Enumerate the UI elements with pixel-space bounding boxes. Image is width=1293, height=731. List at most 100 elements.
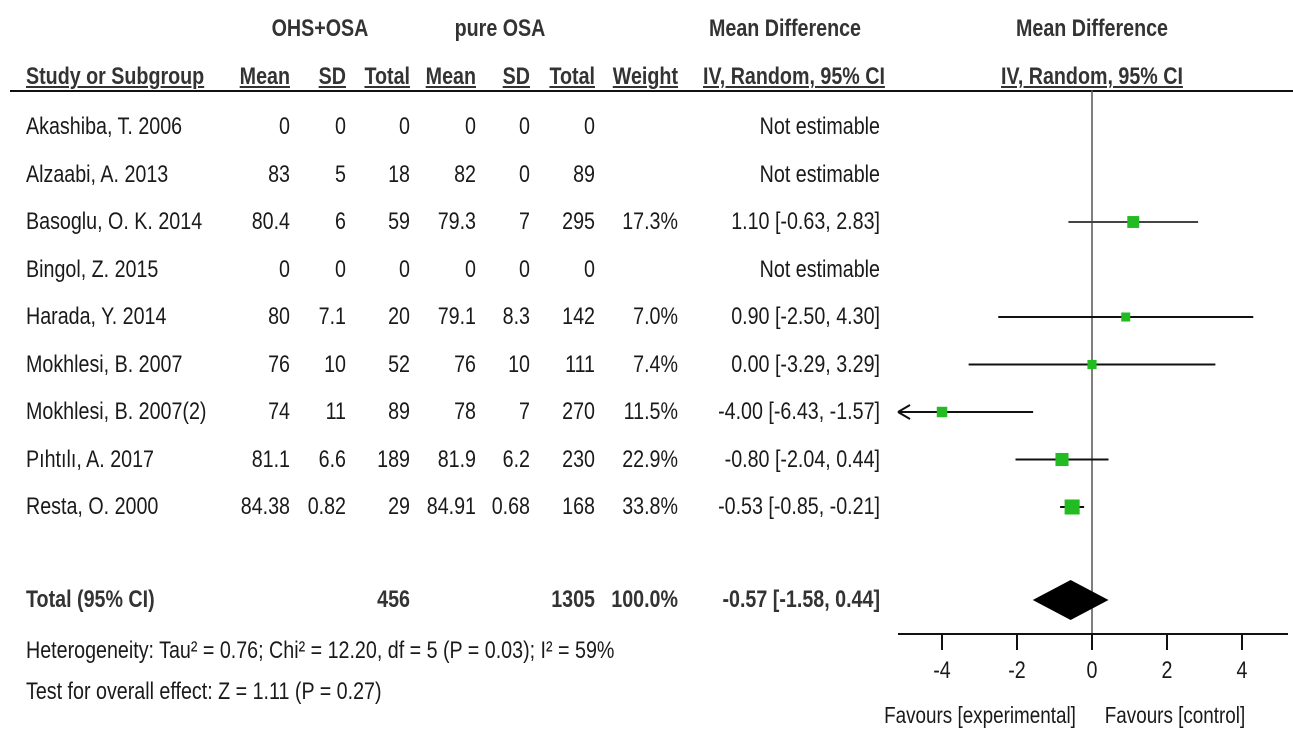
cell-total-c: 0: [584, 113, 595, 140]
col-mean-c-header: Mean: [425, 63, 476, 90]
cell-sd-e: 6.6: [318, 445, 346, 473]
group-experimental-header: OHS+OSA: [271, 15, 369, 42]
study-square: [1121, 312, 1131, 322]
study-name: Mokhlesi, B. 2007: [26, 350, 183, 378]
cell-total-e: 59: [388, 208, 410, 235]
study-square: [1127, 216, 1140, 228]
cell-total-c: 89: [573, 160, 595, 188]
cell-weight: 7.4%: [633, 350, 678, 378]
cell-mean-c: 79.3: [437, 208, 476, 235]
study-square: [1064, 499, 1080, 515]
cell-mean-c: 0: [465, 113, 476, 140]
overall-effect-text: Test for overall effect: Z = 1.11 (P = 0…: [26, 678, 382, 705]
total-row-label: Total (95% CI): [26, 586, 155, 613]
col-weight-header: Weight: [612, 63, 678, 90]
study-square: [936, 406, 948, 418]
cell-mean-c: 81.9: [437, 445, 476, 473]
cell-sd-c: 7: [519, 398, 530, 425]
col-study-header: Study or Subgroup: [26, 63, 205, 90]
cell-sd-c: 0: [519, 255, 530, 283]
study-name: Akashiba, T. 2006: [26, 113, 183, 140]
favours-experimental-label: Favours [experimental]: [884, 702, 1076, 728]
cell-total-e: 29: [388, 493, 410, 520]
cell-mean-c: 78: [454, 398, 476, 425]
total-row-total-e: 456: [377, 586, 410, 613]
cell-total-e: 52: [388, 350, 410, 378]
header-rule: [10, 90, 1293, 92]
x-tick-label: -4: [933, 656, 951, 683]
col-mean-e-header: Mean: [239, 63, 290, 90]
cell-total-c: 0: [584, 255, 595, 283]
cell-total-c: 111: [565, 350, 595, 378]
cell-sd-c: 6.2: [502, 445, 530, 473]
col-total-c-header: Total: [549, 63, 595, 90]
cell-mean-e: 81.1: [251, 445, 290, 473]
cell-sd-e: 10: [324, 350, 346, 378]
cell-total-c: 168: [562, 493, 595, 520]
cell-ci: 0.00 [-3.29, 3.29]: [731, 350, 880, 378]
cell-weight: 17.3%: [622, 208, 678, 235]
study-square: [1055, 452, 1069, 467]
cell-mean-e: 0: [279, 255, 290, 283]
study-name: Mokhlesi, B. 2007(2): [26, 398, 207, 425]
cell-ci: Not estimable: [759, 160, 880, 188]
x-tick-label: 0: [1087, 656, 1098, 683]
cell-sd-c: 0: [519, 160, 530, 188]
cell-weight: 11.5%: [623, 398, 678, 425]
x-tick-label: -2: [1008, 656, 1026, 683]
cell-total-e: 0: [399, 255, 410, 283]
col-ci-header: IV, Random, 95% CI: [703, 63, 885, 90]
cell-mean-e: 0: [279, 113, 290, 140]
cell-ci: 0.90 [-2.50, 4.30]: [731, 303, 880, 330]
cell-ci: -4.00 [-6.43, -1.57]: [718, 398, 880, 425]
cell-sd-c: 8.3: [502, 303, 530, 330]
study-name: Resta, O. 2000: [26, 493, 159, 520]
cell-sd-c: 0.68: [491, 493, 530, 520]
study-name: Basoglu, O. K. 2014: [26, 208, 203, 235]
cell-sd-e: 0: [335, 113, 346, 140]
group-control-header: pure OSA: [454, 15, 546, 42]
cell-sd-e: 0.82: [307, 493, 346, 520]
favours-control-label: Favours [control]: [1104, 702, 1246, 728]
cell-sd-e: 7.1: [318, 303, 346, 330]
effect-header-plot: Mean Difference: [1015, 15, 1169, 42]
total-row-ci: -0.57 [-1.58, 0.44]: [722, 586, 880, 613]
total-row-weight: 100.0%: [611, 586, 678, 613]
cell-total-c: 270: [562, 398, 595, 425]
cell-total-e: 89: [388, 398, 410, 425]
col-sd-e-header: SD: [318, 63, 346, 90]
study-name: Bingol, Z. 2015: [26, 255, 159, 283]
cell-total-c: 295: [562, 208, 595, 235]
cell-total-e: 18: [388, 160, 410, 188]
study-square: [1087, 359, 1097, 370]
x-tick-label: 2: [1162, 656, 1173, 683]
col-sd-c-header: SD: [502, 63, 530, 90]
cell-sd-e: 0: [335, 255, 346, 283]
cell-weight: 7.0%: [633, 303, 678, 330]
cell-sd-c: 7: [519, 208, 530, 235]
ci-clip-arrow: [897, 404, 911, 420]
cell-ci: -0.80 [-2.04, 0.44]: [724, 445, 880, 473]
cell-ci: Not estimable: [759, 255, 880, 283]
heterogeneity-text: Heterogeneity: Tau² = 0.76; Chi² = 12.20…: [26, 637, 615, 664]
cell-sd-e: 5: [335, 160, 346, 188]
cell-sd-c: 10: [508, 350, 530, 378]
plot-ci-header: IV, Random, 95% CI: [1001, 63, 1183, 90]
total-row-total-c: 1305: [551, 586, 595, 613]
cell-mean-e: 76: [268, 350, 290, 378]
cell-mean-e: 74: [268, 398, 290, 425]
cell-mean-e: 84.38: [240, 493, 290, 520]
cell-mean-e: 83: [268, 160, 290, 188]
cell-total-c: 142: [562, 303, 595, 330]
cell-weight: 33.8%: [622, 493, 678, 520]
cell-ci: Not estimable: [759, 113, 880, 140]
cell-mean-c: 76: [454, 350, 476, 378]
study-name: Pıhtılı, A. 2017: [26, 445, 155, 473]
cell-total-e: 189: [377, 445, 410, 473]
col-total-e-header: Total: [364, 63, 410, 90]
cell-sd-e: 6: [335, 208, 346, 235]
cell-ci: -0.53 [-0.85, -0.21]: [718, 493, 880, 520]
effect-header-table: Mean Difference: [708, 15, 862, 42]
cell-weight: 22.9%: [622, 445, 678, 473]
